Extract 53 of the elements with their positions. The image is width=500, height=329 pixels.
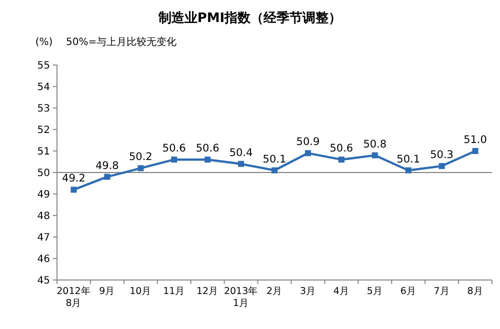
y-tick-label: 50 [37,168,50,179]
point [338,156,344,163]
data-label: 50.1 [396,153,420,166]
x-tick-label: 3月 [300,286,316,297]
point [204,156,211,163]
x-tick-label: 7月 [434,286,450,297]
y-tick-label: 51 [37,146,50,158]
x-tick-label: 10月 [130,286,152,297]
y-tick-label: 48 [37,211,50,222]
data-label: 50.6 [196,142,220,155]
data-label: 50.6 [162,142,186,155]
point [138,165,144,172]
point [304,150,311,156]
text: 50%=与上月比较无变化 [66,36,177,48]
point [238,160,244,167]
point [171,156,178,163]
x-tick-label: 5月 [366,286,383,297]
y-tick-label: 55 [37,60,50,72]
data-label: 50.9 [296,136,320,148]
x-tick-label: 8月 [467,286,484,297]
data-label: 50.4 [229,146,254,159]
point [372,152,378,158]
y-tick-label: 45 [37,276,50,286]
chart-title: 制造业PMI指数（经季节调整） [157,10,342,26]
y-tick-label: 49 [37,190,50,200]
y-tick-label: 54 [37,82,50,93]
point [472,148,478,154]
y-axis-title: (%) [35,37,53,48]
x-tick-label: 9月 [99,286,116,297]
x-tick-label: 2月 [266,286,283,297]
point [405,167,412,174]
point [104,174,110,180]
x-tick-label: 2012年 8月 [56,285,91,309]
y-tick-label: 53 [37,104,50,114]
point [70,186,77,193]
x-tick-label: 12月 [196,286,219,297]
y-tick-label: 52 [37,125,50,136]
data-label: 50.2 [128,151,152,164]
point [438,163,445,170]
point [272,167,278,174]
data-label: 51.0 [464,134,487,146]
y-tick-label: 46 [37,254,50,265]
data-label: 50.1 [262,153,286,166]
data-label: 50.8 [363,138,387,150]
data-label: 50.3 [430,149,454,162]
x-tick-label: 11月 [163,286,186,297]
x-tick-label: 6月 [400,286,416,297]
y-tick-label: 47 [37,232,50,244]
data-label: 50.6 [330,142,354,155]
data-label: 49.2 [62,172,86,185]
x-tick-label: 2013年 1月 [224,285,258,309]
data-label: 49.8 [95,160,119,172]
x-tick-label: 4月 [333,286,350,297]
